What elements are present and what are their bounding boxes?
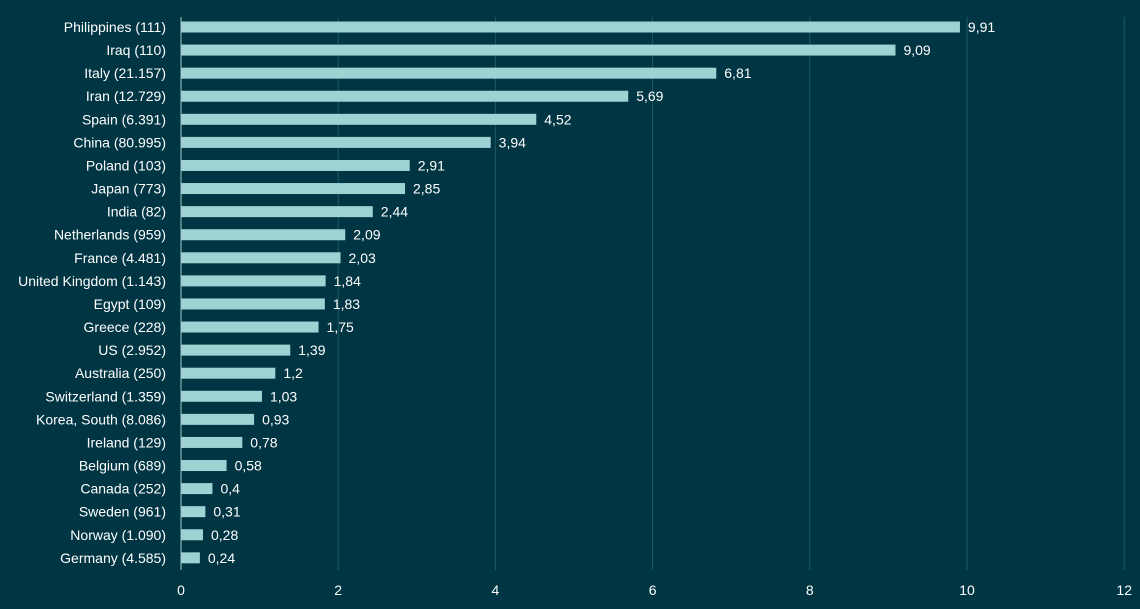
x-axis-ticks: 0 2 4 6 8 10 12 <box>177 582 1132 598</box>
bar <box>181 436 243 448</box>
category-label: Canada (252) <box>80 481 166 497</box>
category-label: Japan (773) <box>91 181 166 197</box>
category-label: Philippines (111) <box>64 19 166 35</box>
bar <box>181 183 406 195</box>
data-label: 6,81 <box>724 65 751 81</box>
bar <box>181 44 896 56</box>
data-label: 0,93 <box>262 411 289 427</box>
category-label: Egypt (109) <box>94 296 166 312</box>
x-tick-label: 2 <box>334 582 342 598</box>
data-label: 1,83 <box>333 296 360 312</box>
x-tick-label: 8 <box>806 582 814 598</box>
category-label: India (82) <box>107 204 166 220</box>
category-label: Poland (103) <box>86 157 166 173</box>
bar <box>181 136 491 148</box>
x-tick-label: 10 <box>959 582 975 598</box>
bar <box>181 344 291 356</box>
bar <box>181 298 325 310</box>
category-label: China (80.995) <box>73 134 166 150</box>
bar <box>181 90 629 102</box>
bar <box>181 229 346 241</box>
data-label: 2,03 <box>349 250 376 266</box>
x-tick-label: 4 <box>492 582 500 598</box>
data-label: 0,58 <box>235 458 262 474</box>
data-label: 3,94 <box>499 134 526 150</box>
data-label: 0,28 <box>211 527 238 543</box>
data-label: 1,39 <box>298 342 325 358</box>
value-labels: 9,91 9,09 6,81 5,69 4,52 3,94 2,91 2,85 2,442,09… <box>208 19 996 566</box>
bar <box>181 529 204 541</box>
bar <box>181 552 200 564</box>
category-label: Ireland (129) <box>87 434 166 450</box>
bar <box>181 321 319 333</box>
category-label: Belgium (689) <box>79 458 166 474</box>
x-tick-label: 0 <box>177 582 185 598</box>
data-label: 1,84 <box>334 273 361 289</box>
data-label: 2,91 <box>418 157 445 173</box>
category-labels: Philippines (111) Iraq (110) Italy (21.157… <box>18 19 166 566</box>
data-label: 1,2 <box>283 365 303 381</box>
category-label: Switzerland (1.359) <box>45 388 166 404</box>
x-tick-label: 6 <box>649 582 657 598</box>
data-label: 0,24 <box>208 550 235 566</box>
category-label: Korea, South (8.086) <box>36 411 166 427</box>
category-label: United Kingdom (1.143) <box>18 273 166 289</box>
bar <box>181 159 410 171</box>
bar <box>181 67 717 79</box>
category-label: Iran (12.729) <box>86 88 166 104</box>
data-label: 2,09 <box>353 227 380 243</box>
bar <box>181 275 326 287</box>
bar <box>181 367 276 379</box>
category-label: Sweden (961) <box>79 504 166 520</box>
category-label: Italy (21.157) <box>84 65 166 81</box>
bar <box>181 413 255 425</box>
data-label: 1,75 <box>327 319 354 335</box>
bar <box>181 506 206 518</box>
category-label: France (4.481) <box>74 250 166 266</box>
bar <box>181 21 960 33</box>
bar <box>181 483 213 495</box>
data-label: 0,31 <box>213 504 240 520</box>
category-label: Australia (250) <box>75 365 166 381</box>
data-label: 2,85 <box>413 181 440 197</box>
bar <box>181 390 262 402</box>
data-label: 0,78 <box>250 434 277 450</box>
category-label: Iraq (110) <box>106 42 166 58</box>
category-label: US (2.952) <box>98 342 166 358</box>
x-tick-label: 12 <box>1116 582 1132 598</box>
data-label: 9,09 <box>903 42 930 58</box>
category-label: Greece (228) <box>84 319 166 335</box>
category-label: Germany (4.585) <box>60 550 166 566</box>
bar <box>181 460 227 472</box>
data-label: 1,03 <box>270 388 297 404</box>
data-label: 5,69 <box>636 88 663 104</box>
category-label: Netherlands (959) <box>54 227 166 243</box>
data-label: 9,91 <box>968 19 995 35</box>
category-label: Norway (1.090) <box>70 527 166 543</box>
bars <box>181 21 960 564</box>
data-label: 4,52 <box>544 111 571 127</box>
data-label: 2,44 <box>381 204 408 220</box>
grid-lines <box>337 17 1125 570</box>
bar <box>181 113 537 125</box>
bar <box>181 252 341 264</box>
data-label: 0,4 <box>220 481 240 497</box>
bar <box>181 206 373 218</box>
category-label: Spain (6.391) <box>82 111 166 127</box>
